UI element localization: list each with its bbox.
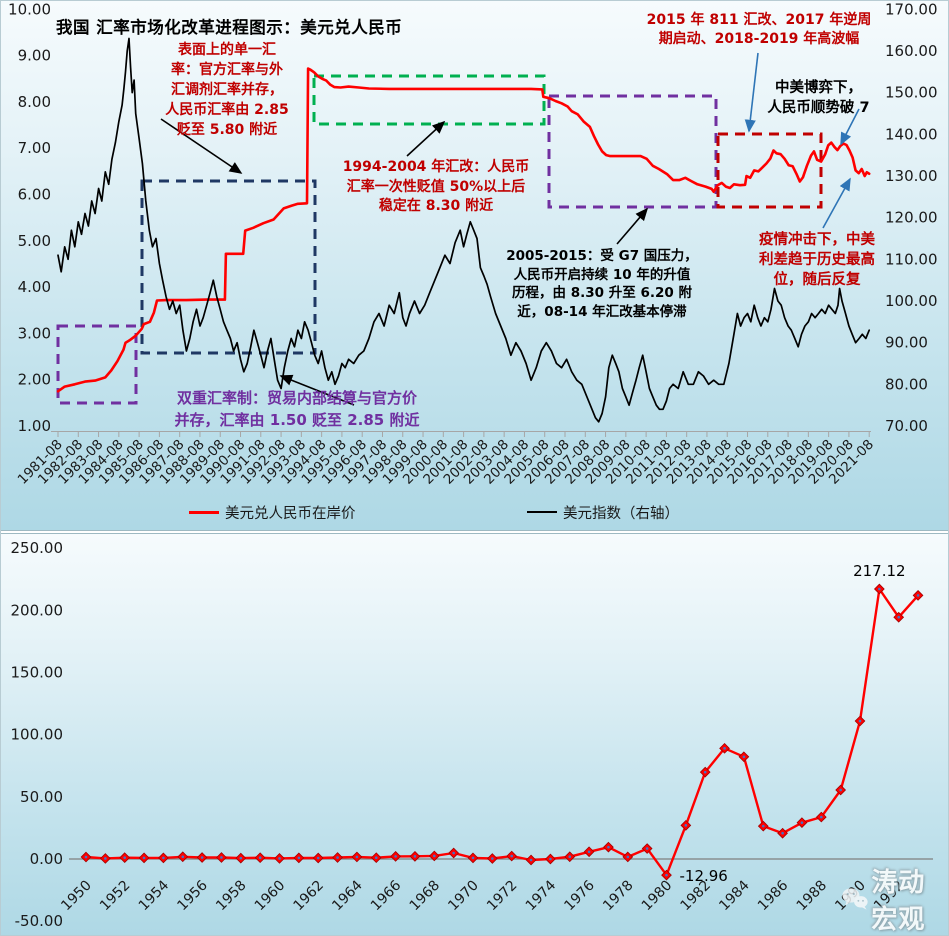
svg-text:3.00: 3.00: [18, 324, 51, 342]
svg-text:90.00: 90.00: [885, 334, 928, 352]
svg-text:250.00: 250.00: [11, 539, 64, 557]
exchange-rate-chart: 1981-081982-081983-081984-081985-081986-…: [8, 1, 938, 488]
svg-text:2.00: 2.00: [18, 371, 51, 389]
svg-text:80.00: 80.00: [885, 375, 928, 393]
svg-text:70.00: 70.00: [885, 417, 928, 435]
svg-text:1990: 1990: [832, 878, 869, 915]
svg-text:1992: 1992: [871, 878, 908, 915]
svg-text:200.00: 200.00: [11, 601, 64, 619]
svg-text:1958: 1958: [213, 878, 250, 915]
annotation-2005-2015: 2005-2015：受 G7 国压力， 人民币开启持续 10 年的升值 历程，由…: [506, 248, 698, 320]
top-chart-panel: 1981-08 1982-08 1983-08 1984-08 1985-08 1986-…: [1, 1, 948, 531]
svg-text:1978: 1978: [600, 878, 637, 915]
svg-text:6.00: 6.00: [18, 186, 51, 204]
black-line-swatch: [527, 511, 557, 513]
svg-text:0.00: 0.00: [30, 850, 63, 868]
svg-text:1956: 1956: [174, 877, 211, 914]
legend-dxy-label: 美元指数（右轴）: [563, 505, 679, 522]
annotation-covid: 疫情冲击下，中美 利差趋于历史最高 位，随后反复: [759, 232, 875, 288]
svg-text:150.00: 150.00: [11, 663, 64, 681]
annotation-dual-rate: 双重汇率制：贸易内部结算与官方价 并存，汇率由 1.50 贬至 2.85 附近: [174, 389, 420, 429]
svg-text:140.00: 140.00: [885, 125, 938, 143]
svg-text:1968: 1968: [407, 878, 444, 915]
svg-text:5.00: 5.00: [18, 232, 51, 250]
svg-text:1964: 1964: [329, 877, 366, 914]
fx-reserves-chart: 250.00200.00150.00100.0050.000.00-50.001…: [11, 539, 933, 930]
annotation-break-7: 中美博弈下， 人民币顺势破 7: [767, 80, 870, 116]
svg-text:110.00: 110.00: [885, 250, 938, 268]
svg-text:1966: 1966: [368, 877, 405, 914]
svg-text:1970: 1970: [445, 878, 482, 915]
svg-text:9.00: 9.00: [18, 47, 51, 65]
svg-text:1974: 1974: [523, 877, 560, 914]
annotation-2015-reform: 2015 年 811 汇改、2017 年逆周 期启动、2018-2019 年高波…: [646, 12, 872, 47]
svg-text:1960: 1960: [252, 878, 289, 915]
svg-text:1986: 1986: [755, 877, 792, 914]
svg-text:4.00: 4.00: [18, 278, 51, 296]
svg-text:1972: 1972: [484, 878, 521, 915]
svg-text:100.00: 100.00: [885, 292, 938, 310]
svg-text:1954: 1954: [136, 877, 173, 914]
svg-text:170.00: 170.00: [885, 1, 938, 18]
svg-text:7.00: 7.00: [18, 139, 51, 157]
annotation-single-rate: 表面上的单一汇 率：官方汇率与外 汇调剂汇率并存， 人民币汇率由 2.85 贬至…: [165, 42, 289, 138]
legend-usdcny-label: 美元兑人民币在岸价: [225, 505, 356, 522]
svg-text:1.00: 1.00: [18, 417, 51, 435]
svg-text:120.00: 120.00: [885, 209, 938, 227]
annotation-1994-reform: 1994-2004 年汇改：人民币 汇率一次性贬值 50%以上后 稳定在 8.3…: [342, 159, 530, 214]
top-chart-title: 我国 汇率市场化改革进程图示：美元兑人民币: [56, 18, 403, 37]
svg-text:150.00: 150.00: [885, 84, 938, 102]
svg-text:217.12: 217.12: [853, 562, 906, 580]
svg-text:1976: 1976: [561, 877, 598, 914]
svg-text:1980: 1980: [639, 878, 676, 915]
svg-text:1988: 1988: [794, 878, 831, 915]
svg-text:8.00: 8.00: [18, 93, 51, 111]
red-line-swatch: [189, 510, 219, 514]
legend-usdcny: 美元兑人民币在岸价: [189, 504, 356, 522]
svg-text:1950: 1950: [58, 878, 95, 915]
svg-text:10.00: 10.00: [8, 1, 51, 18]
svg-text:130.00: 130.00: [885, 167, 938, 185]
svg-text:100.00: 100.00: [11, 726, 64, 744]
svg-text:50.00: 50.00: [20, 788, 63, 806]
svg-text:1962: 1962: [291, 878, 328, 915]
legend-dxy: 美元指数（右轴）: [527, 504, 679, 522]
svg-text:160.00: 160.00: [885, 42, 938, 60]
svg-text:1952: 1952: [97, 878, 134, 915]
bottom-chart-panel: 250.00 200.00 150.00 100.00 50.00 0.00 -50.00 1…: [1, 533, 948, 935]
svg-text:-12.96: -12.96: [680, 867, 728, 885]
svg-text:-50.00: -50.00: [15, 912, 63, 930]
